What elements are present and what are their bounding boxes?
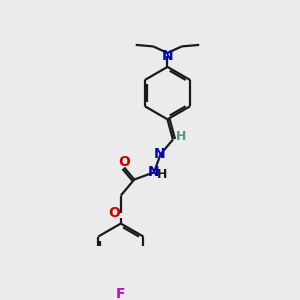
Text: H: H xyxy=(157,169,167,182)
Text: N: N xyxy=(162,49,173,62)
Text: H: H xyxy=(176,130,186,143)
Text: O: O xyxy=(118,155,130,169)
Text: F: F xyxy=(116,287,125,300)
Text: N: N xyxy=(147,165,159,179)
Text: N: N xyxy=(154,147,166,161)
Text: O: O xyxy=(108,206,120,220)
